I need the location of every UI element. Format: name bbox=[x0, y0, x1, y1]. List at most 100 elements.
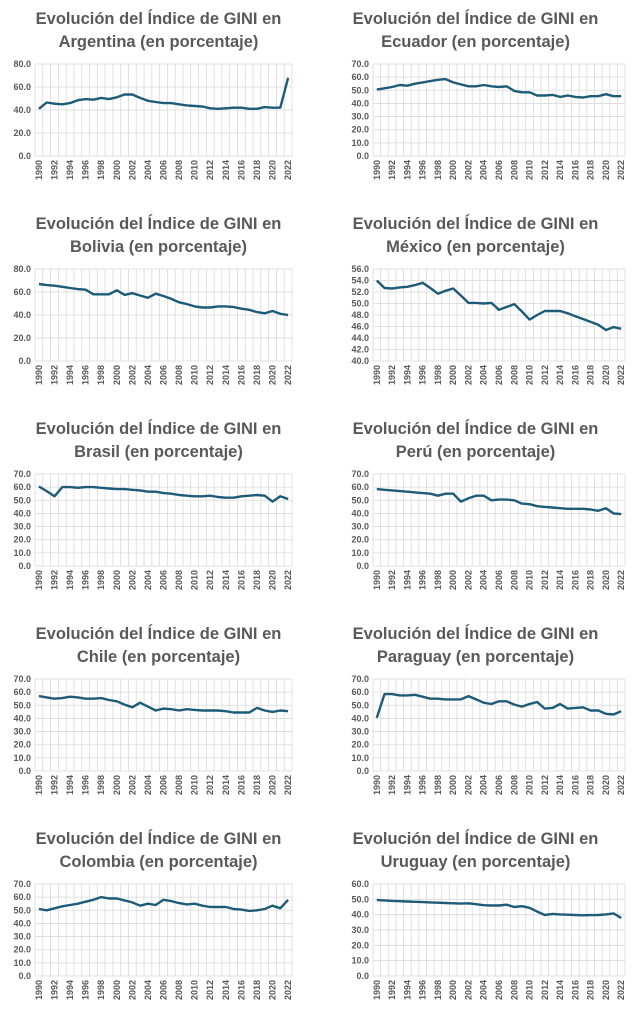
y-tick-label: 10.0 bbox=[13, 753, 31, 763]
y-tick-label: 30.0 bbox=[351, 522, 369, 532]
x-tick-label: 2014 bbox=[555, 365, 565, 385]
y-tick-label: 20.0 bbox=[13, 740, 31, 750]
x-tick-label: 2002 bbox=[463, 365, 473, 385]
y-tick-label: 0.0 bbox=[18, 971, 31, 981]
y-tick-label: 60.0 bbox=[13, 287, 31, 297]
x-tick-label: 1990 bbox=[372, 365, 382, 385]
y-tick-label: 0.0 bbox=[18, 766, 31, 776]
y-tick-label: 70.0 bbox=[351, 469, 369, 479]
x-tick-label: 1990 bbox=[372, 775, 382, 795]
x-tick-label: 2000 bbox=[112, 570, 122, 590]
x-tick-label: 1990 bbox=[34, 775, 44, 795]
series-line-argentina bbox=[39, 78, 288, 109]
x-tick-label: 2016 bbox=[570, 775, 580, 795]
x-tick-label: 1996 bbox=[418, 980, 428, 1000]
x-tick-label: 1994 bbox=[65, 160, 75, 180]
x-tick-label: 1996 bbox=[418, 775, 428, 795]
x-tick-label: 2008 bbox=[174, 775, 184, 795]
x-tick-label: 1992 bbox=[49, 980, 59, 1000]
x-tick-label: 2002 bbox=[463, 980, 473, 1000]
y-tick-label: 20.0 bbox=[351, 535, 369, 545]
x-tick-label: 2018 bbox=[586, 980, 596, 1000]
x-tick-label: 2022 bbox=[616, 775, 626, 795]
x-tick-label: 1998 bbox=[96, 570, 106, 590]
x-tick-label: 2008 bbox=[174, 365, 184, 385]
y-tick-label: 70.0 bbox=[13, 469, 31, 479]
x-tick-label: 2020 bbox=[268, 775, 278, 795]
x-tick-label: 2012 bbox=[540, 775, 550, 795]
x-tick-label: 1990 bbox=[34, 980, 44, 1000]
x-tick-label: 2010 bbox=[190, 365, 200, 385]
x-tick-label: 2004 bbox=[143, 570, 153, 590]
x-tick-label: 2010 bbox=[525, 570, 535, 590]
x-tick-label: 2016 bbox=[570, 570, 580, 590]
y-tick-label: 50.0 bbox=[13, 700, 31, 710]
x-tick-label: 2014 bbox=[221, 570, 231, 590]
x-tick-label: 1994 bbox=[65, 570, 75, 590]
line-chart: 40.042.044.046.048.050.052.054.056.01990… bbox=[317, 205, 634, 410]
y-tick-label: 60.0 bbox=[13, 82, 31, 92]
y-tick-label: 10.0 bbox=[351, 138, 369, 148]
y-tick-label: 50.0 bbox=[351, 495, 369, 505]
x-tick-label: 2002 bbox=[463, 775, 473, 795]
x-tick-label: 2010 bbox=[525, 160, 535, 180]
x-tick-label: 2004 bbox=[143, 980, 153, 1000]
x-tick-label: 1992 bbox=[387, 365, 397, 385]
y-tick-label: 20.0 bbox=[13, 128, 31, 138]
x-tick-label: 2010 bbox=[190, 570, 200, 590]
x-tick-label: 1992 bbox=[49, 365, 59, 385]
x-tick-label: 2020 bbox=[601, 365, 611, 385]
x-tick-label: 1998 bbox=[433, 365, 443, 385]
x-tick-label: 2014 bbox=[555, 775, 565, 795]
x-tick-label: 2008 bbox=[509, 775, 519, 795]
x-tick-label: 2016 bbox=[236, 775, 246, 795]
x-tick-label: 2006 bbox=[159, 775, 169, 795]
x-tick-label: 2022 bbox=[616, 160, 626, 180]
y-tick-label: 40.0 bbox=[351, 508, 369, 518]
x-tick-label: 1996 bbox=[81, 365, 91, 385]
y-tick-label: 10.0 bbox=[351, 956, 369, 966]
y-tick-label: 30.0 bbox=[13, 727, 31, 737]
x-tick-label: 2000 bbox=[112, 365, 122, 385]
x-tick-label: 2004 bbox=[479, 775, 489, 795]
x-tick-label: 2014 bbox=[221, 775, 231, 795]
x-tick-label: 1996 bbox=[81, 980, 91, 1000]
y-tick-label: 60.0 bbox=[351, 72, 369, 82]
x-tick-label: 2000 bbox=[112, 980, 122, 1000]
x-tick-label: 2006 bbox=[494, 775, 504, 795]
x-tick-label: 2018 bbox=[252, 570, 262, 590]
x-tick-label: 2012 bbox=[540, 980, 550, 1000]
y-tick-label: 0.0 bbox=[18, 151, 31, 161]
x-tick-label: 1990 bbox=[372, 160, 382, 180]
x-tick-label: 2004 bbox=[143, 365, 153, 385]
y-tick-label: 40.0 bbox=[351, 713, 369, 723]
x-tick-label: 1996 bbox=[81, 570, 91, 590]
x-tick-label: 2008 bbox=[174, 980, 184, 1000]
x-tick-label: 2002 bbox=[127, 980, 137, 1000]
x-tick-label: 2000 bbox=[448, 160, 458, 180]
y-tick-label: 20.0 bbox=[351, 740, 369, 750]
x-tick-label: 2004 bbox=[479, 980, 489, 1000]
x-tick-label: 2022 bbox=[283, 160, 293, 180]
x-tick-label: 2016 bbox=[236, 160, 246, 180]
y-tick-label: 56.0 bbox=[351, 264, 369, 274]
y-tick-label: 60.0 bbox=[351, 687, 369, 697]
x-tick-label: 1996 bbox=[418, 365, 428, 385]
x-tick-label: 2022 bbox=[616, 570, 626, 590]
x-tick-label: 1998 bbox=[433, 980, 443, 1000]
x-tick-label: 2012 bbox=[540, 570, 550, 590]
y-tick-label: 30.0 bbox=[351, 112, 369, 122]
x-tick-label: 2020 bbox=[601, 775, 611, 795]
y-tick-label: 0.0 bbox=[356, 971, 369, 981]
x-tick-label: 2002 bbox=[127, 775, 137, 795]
y-tick-label: 46.0 bbox=[351, 322, 369, 332]
